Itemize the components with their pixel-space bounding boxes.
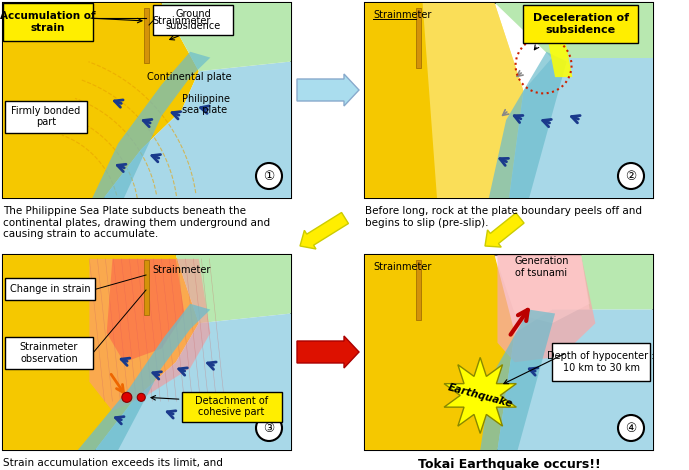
- FancyArrow shape: [297, 74, 359, 106]
- Text: Philippine
sea plate: Philippine sea plate: [182, 94, 229, 115]
- Polygon shape: [552, 255, 653, 310]
- Bar: [182, 392, 282, 422]
- Text: ④: ④: [626, 422, 637, 434]
- Bar: [3, 3, 93, 41]
- Text: Continental plate: Continental plate: [147, 72, 232, 82]
- Polygon shape: [107, 259, 185, 362]
- Polygon shape: [3, 255, 199, 450]
- Bar: [524, 5, 639, 43]
- Polygon shape: [480, 310, 555, 450]
- Bar: [365, 255, 653, 450]
- Polygon shape: [422, 3, 524, 198]
- Text: Tokai Earthquake occurs!!: Tokai Earthquake occurs!!: [418, 458, 600, 470]
- Polygon shape: [176, 255, 291, 323]
- Polygon shape: [365, 3, 524, 198]
- Polygon shape: [444, 357, 516, 433]
- Bar: [3, 255, 291, 450]
- FancyArrow shape: [485, 213, 524, 247]
- Bar: [5, 278, 95, 300]
- Bar: [365, 3, 653, 198]
- Polygon shape: [78, 304, 210, 450]
- Text: ①: ①: [263, 170, 275, 182]
- Circle shape: [618, 163, 644, 189]
- Text: The Philippine Sea Plate subducts beneath the
continental plates, drawing them u: The Philippine Sea Plate subducts beneat…: [3, 206, 270, 239]
- Text: ③: ③: [263, 422, 275, 434]
- Text: Strainmeter: Strainmeter: [373, 262, 431, 272]
- Text: Strainmeter: Strainmeter: [153, 265, 211, 275]
- Text: ②: ②: [626, 170, 637, 182]
- Bar: [552, 343, 650, 381]
- Bar: [5, 337, 93, 369]
- Text: Change in strain: Change in strain: [10, 284, 90, 294]
- Circle shape: [122, 392, 132, 402]
- Polygon shape: [466, 255, 595, 362]
- Text: Earthquake: Earthquake: [446, 382, 514, 409]
- Bar: [144, 260, 149, 315]
- Text: Accumulation of
strain: Accumulation of strain: [0, 11, 96, 33]
- Polygon shape: [3, 3, 199, 198]
- Polygon shape: [544, 19, 573, 77]
- Text: Strainmeter: Strainmeter: [153, 16, 211, 26]
- FancyArrow shape: [297, 336, 359, 368]
- Polygon shape: [495, 3, 653, 58]
- Text: Generation
of tsunami: Generation of tsunami: [515, 256, 569, 278]
- Bar: [416, 8, 421, 68]
- Text: Ground
subsidence: Ground subsidence: [165, 9, 220, 31]
- Bar: [5, 101, 87, 133]
- Polygon shape: [92, 52, 210, 198]
- Polygon shape: [95, 313, 291, 450]
- Bar: [144, 8, 149, 63]
- Circle shape: [256, 163, 282, 189]
- Polygon shape: [104, 62, 291, 198]
- Circle shape: [256, 415, 282, 441]
- Polygon shape: [90, 259, 210, 411]
- Text: Depth of hypocenter :
10 km to 30 km: Depth of hypocenter : 10 km to 30 km: [548, 351, 655, 373]
- Circle shape: [618, 415, 644, 441]
- Polygon shape: [489, 52, 566, 198]
- Text: Firmly bonded
part: Firmly bonded part: [12, 106, 81, 127]
- Polygon shape: [497, 310, 653, 450]
- Text: Detachment of
cohesive part: Detachment of cohesive part: [195, 396, 268, 417]
- Bar: [3, 3, 291, 198]
- Text: Strainmeter: Strainmeter: [373, 10, 431, 20]
- Polygon shape: [365, 255, 515, 450]
- Circle shape: [137, 393, 145, 401]
- Bar: [416, 260, 421, 320]
- Text: Deceleration of
subsidence: Deceleration of subsidence: [533, 13, 629, 35]
- FancyArrow shape: [300, 212, 349, 249]
- Text: Strain accumulation exceeds its limit, and
continental plate subduction becomes : Strain accumulation exceeds its limit, a…: [3, 458, 249, 470]
- Text: Before long, rock at the plate boundary peels off and
begins to slip (pre-slip).: Before long, rock at the plate boundary …: [365, 206, 642, 227]
- Polygon shape: [161, 3, 291, 71]
- Polygon shape: [495, 255, 590, 323]
- Bar: [153, 5, 233, 35]
- Text: Strainmeter
observation: Strainmeter observation: [20, 342, 78, 364]
- Polygon shape: [509, 58, 653, 198]
